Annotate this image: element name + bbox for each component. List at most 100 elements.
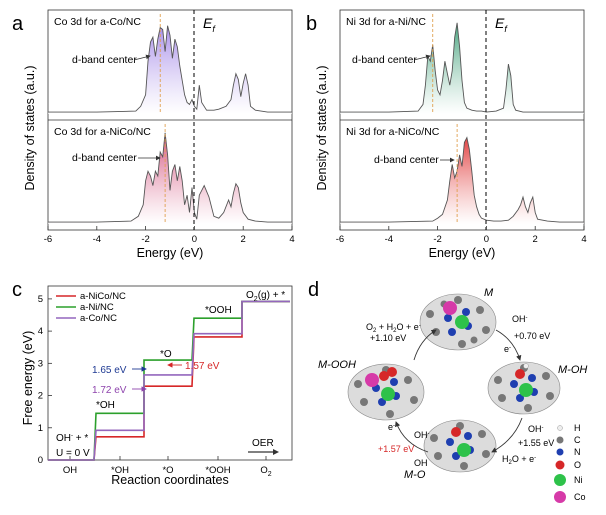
legend-atom-h <box>557 425 563 431</box>
panel-a-bottom-dband-label: d-band center <box>72 152 137 164</box>
panel-b-xlabel: Energy (eV) <box>429 246 496 260</box>
dos-area-a-bottom <box>48 132 292 224</box>
xtick-label: 2 <box>533 234 538 245</box>
xtick-label: -6 <box>336 234 344 245</box>
state-m-o-label: M-O <box>404 469 426 481</box>
xtick-label: 2 <box>241 234 246 245</box>
dos-area-a-top <box>48 25 292 115</box>
ytick-label: 5 <box>38 294 43 305</box>
energy-path-a-Co/NC <box>48 300 290 461</box>
label-bottom-right-products: H2O + e- <box>502 454 536 466</box>
ytick-label: 1 <box>38 423 43 434</box>
cycle-arrow-oh-to-o <box>491 417 523 453</box>
legend-label-h: H <box>574 423 581 433</box>
label-bottom-left-energy: +1.57 eV <box>378 444 414 454</box>
xtick-label: -2 <box>141 234 149 245</box>
panel-c-star-ooh-label: *OOH <box>205 305 232 316</box>
panel-b: b Density of states (a.u.) Ef Ni 3d for … <box>306 9 587 260</box>
xtick-label: -4 <box>385 234 393 245</box>
legend-label-n: N <box>574 447 581 457</box>
xtick-label: *OOH <box>205 465 230 476</box>
panel-d-legend: H C N O Ni Co <box>554 423 586 503</box>
xtick-label: *O <box>162 465 173 476</box>
panel-b-top-plot <box>340 14 584 114</box>
cycle-arrow-ooh-to-m <box>413 329 437 361</box>
panel-d-letter: d <box>308 279 319 301</box>
label-bottom-right-species: OH- <box>528 424 544 434</box>
panel-a-xticks: -6 -4 -2 0 2 4 <box>44 226 295 245</box>
panel-b-letter: b <box>306 13 317 35</box>
legend-label-ni: Ni <box>574 475 583 485</box>
panel-c-ylabel: Free energy (eV) <box>21 331 35 425</box>
ytick-label: 4 <box>38 326 43 337</box>
panel-b-top-dband-label: d-band center <box>352 54 417 66</box>
dos-line-a-top <box>48 25 292 113</box>
panel-a-top-label: Co 3d for a-Co/NC <box>54 16 141 28</box>
panel-b-top-dband-arrow <box>413 54 431 61</box>
panel-a-bottom-plot <box>48 124 292 224</box>
legend-atom-co <box>554 491 566 503</box>
label-bottom-left-electron: e- <box>388 422 395 432</box>
legend-atom-c <box>556 436 564 444</box>
molecule-m-oh <box>487 361 561 415</box>
panel-c-annotation-co: 1.72 eV <box>92 385 127 396</box>
panel-b-ylabel: Density of states (a.u.) <box>315 65 329 190</box>
panel-a-fermi-label: Ef <box>203 15 216 34</box>
panel-b-top-label: Ni 3d for a-Ni/NC <box>346 16 426 28</box>
panel-c-oer-label: OER <box>252 438 274 449</box>
label-bottom-right-energy: +1.55 eV <box>518 438 554 448</box>
legend-label-o: O <box>574 460 581 470</box>
label-top-right-species: OH- <box>512 314 528 324</box>
panel-d: d M M-OH M-O <box>308 279 587 503</box>
legend-label-nico: a-NiCo/NC <box>80 291 126 302</box>
state-m-label: M <box>484 287 494 299</box>
xtick-label: OH <box>63 465 77 476</box>
xtick-label: 0 <box>192 234 197 245</box>
panel-c-energy-lines <box>48 300 290 461</box>
panel-a-top-dband-arrow <box>133 54 151 61</box>
molecule-m <box>419 293 497 351</box>
panel-b-bottom-plot <box>340 124 584 224</box>
panel-c-annotation-ni: 1.65 eV <box>92 365 127 376</box>
panel-c-star-oh-label: *OH <box>96 400 115 411</box>
panel-c-xlabel: Reaction coordinates <box>111 473 228 487</box>
xtick-label: -6 <box>44 234 52 245</box>
legend-label-co: Co <box>574 492 586 502</box>
panel-a-top-plot <box>48 14 292 115</box>
molecule-m-o <box>423 419 497 473</box>
legend-atom-ni <box>554 474 566 486</box>
panel-a-ylabel: Density of states (a.u.) <box>23 65 37 190</box>
panel-b-bottom-label: Ni 3d for a-NiCo/NC <box>346 126 440 138</box>
molecule-m-ooh <box>347 363 425 421</box>
label-bottom-left-species: OH- <box>414 430 430 440</box>
panel-c-star-o-label: *O <box>160 349 172 360</box>
state-m-oh-label: M-OH <box>558 364 587 376</box>
legend-atom-n <box>556 448 564 456</box>
ytick-label: 0 <box>38 455 43 466</box>
panel-c-frame <box>47 285 293 461</box>
panel-c-letter: c <box>12 279 22 301</box>
panel-c-o2g-label: O2(g) + * <box>246 290 285 303</box>
cycle-arrow-m-to-oh <box>495 329 522 361</box>
xtick-label: 4 <box>581 234 586 245</box>
panel-a-bottom-label: Co 3d for a-NiCo/NC <box>54 126 151 138</box>
dos-area-b-bottom <box>340 137 584 224</box>
panel-c-annotation-nico: 1.57 eV <box>185 361 220 372</box>
legend-label-c: C <box>574 435 581 445</box>
dos-area-b-top <box>340 22 584 114</box>
label-top-left-species: O2 + H2O + e- <box>366 322 421 334</box>
legend-atom-o <box>555 460 565 470</box>
legend-label-co: a-Co/NC <box>80 313 117 324</box>
panel-c-xticks: OH *OH *O *OOH O2 <box>63 456 272 478</box>
panel-b-bottom-dband-label: d-band center <box>374 154 439 166</box>
panel-c-oh-star-label: OH- + * <box>56 433 88 444</box>
label-top-right-energy: +0.70 eV <box>514 331 550 341</box>
xtick-label: 4 <box>289 234 294 245</box>
xtick-label: O2 <box>260 465 271 478</box>
panel-b-xticks: -6 -4 -2 0 2 4 <box>336 226 587 245</box>
dos-line-a-bottom <box>48 132 292 223</box>
panel-a-letter: a <box>12 13 24 35</box>
label-top-left-energy: +1.10 eV <box>370 333 406 343</box>
